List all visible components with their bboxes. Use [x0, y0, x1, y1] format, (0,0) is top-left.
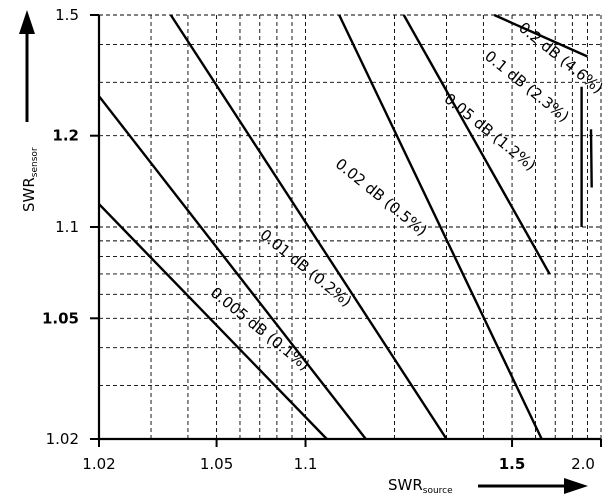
y-axis-label-sub: sensor: [30, 147, 40, 177]
curve-line-4: [338, 14, 543, 440]
x-axis-arrow-head: [564, 478, 588, 494]
x-tick-label: 2.0: [571, 455, 595, 473]
y-tick-label: 1.5: [55, 6, 79, 24]
curves: [98, 13, 593, 440]
x-tick-label: 1.5: [499, 455, 526, 473]
y-tick-label: 1.2: [52, 127, 79, 145]
y-axis-label-main: SWR: [20, 177, 38, 212]
y-tick-label: 1.1: [55, 218, 79, 236]
y-tick-label: 1.02: [46, 430, 79, 448]
y-axis-label: SWRsensor: [20, 147, 40, 212]
curve-line-2: [98, 95, 367, 440]
curve-line-1: [98, 203, 328, 440]
tick-labels: 1.02 1.05 1.1 1.2 1.5 1.02 1.05 1.1 1.5 2.0: [42, 6, 595, 473]
grid: [99, 14, 602, 439]
x-tick-label: 1.1: [294, 455, 318, 473]
y-axis-title: SWRsensor: [19, 10, 40, 212]
x-axis-label-sub: source: [423, 486, 453, 496]
x-axis-title: SWRsource: [388, 476, 588, 496]
y-tick-label: 1.05: [42, 309, 79, 327]
curve-label-4: 0.05 dB (1.2%): [441, 90, 540, 175]
curve-line-8: [589, 129, 593, 188]
x-axis-label: SWRsource: [388, 476, 453, 496]
axes: [90, 14, 602, 447]
y-axis-arrow-head: [19, 10, 35, 34]
x-tick-label: 1.05: [200, 455, 233, 473]
x-axis-label-main: SWR: [388, 476, 423, 494]
curve-line-5: [402, 14, 551, 275]
curve-labels: 0.005 dB (0.1%)0.01 dB (0.2%)0.02 dB (0.…: [207, 18, 607, 374]
curve-line-3: [169, 14, 448, 440]
curve-line-6: [493, 13, 588, 58]
x-tick-label: 1.02: [82, 455, 115, 473]
